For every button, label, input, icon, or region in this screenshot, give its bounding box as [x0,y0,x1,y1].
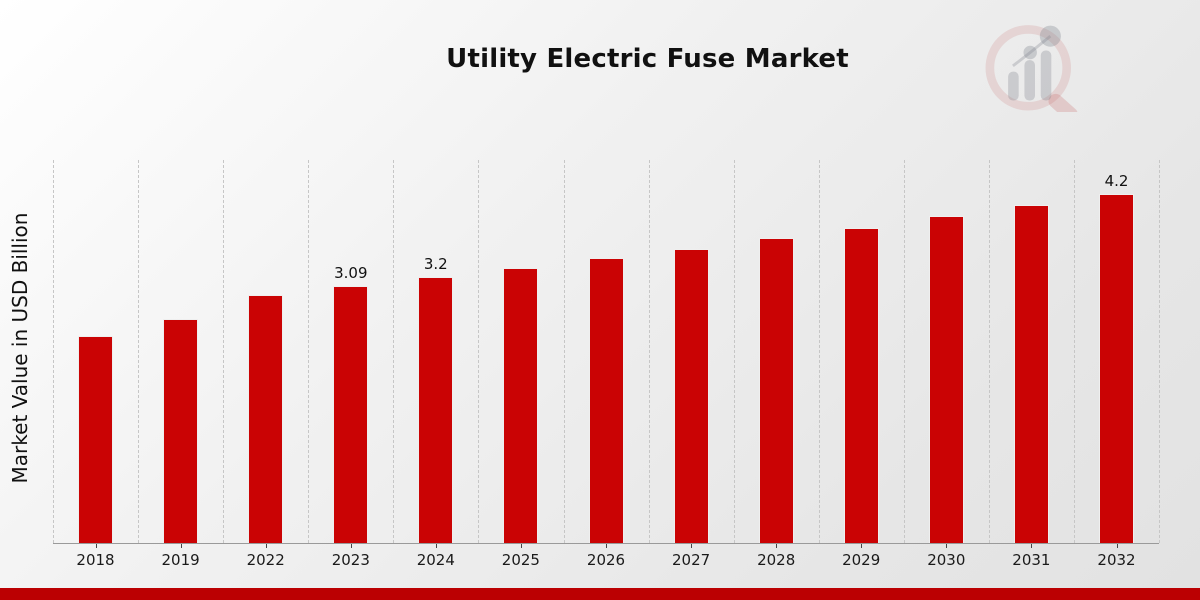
x-axis-tick [691,544,693,548]
x-axis-tick [95,544,97,548]
x-axis-tick [946,544,948,548]
bar [333,286,369,543]
x-axis-tick-label: 2025 [501,551,540,569]
gridline [393,160,395,543]
bar [1013,204,1049,543]
gridline [1073,160,1075,543]
gridline [733,160,735,543]
gridline [988,160,990,543]
x-axis-tick [606,544,607,548]
x-axis-tick-label: 2022 [246,551,285,569]
x-axis-tick [861,544,863,548]
bar [1099,194,1134,543]
magnifier-bar-chart-logo-icon [985,25,1078,112]
gridline [903,160,905,543]
x-axis-tick [265,544,267,548]
x-axis-tick-label: 2019 [161,551,200,569]
gridline [138,160,140,543]
gridline [563,160,565,543]
chart-title: Utility Electric Fuse Market [446,44,849,74]
bar [928,215,964,543]
x-axis-tick-label: 2029 [842,551,881,569]
bar [503,268,539,543]
gridline [308,160,310,543]
bar [418,277,454,543]
gridline [223,160,225,543]
bar [588,258,624,543]
x-axis-tick-label: 2030 [927,551,966,569]
bar-value-label: 3.09 [334,264,368,283]
gridline [478,160,480,543]
gridline [648,160,650,543]
x-axis-tick-label: 2028 [757,551,796,569]
y-axis-label: Market Value in USD Billion [8,212,32,484]
x-axis-tick [350,544,352,548]
bar [758,238,794,543]
bar [673,248,709,543]
bar-value-label: 3.2 [423,255,448,274]
bar [78,336,113,543]
x-axis-tick [520,544,522,548]
x-axis-tick-label: 2024 [416,551,455,569]
x-axis-tick-label: 2032 [1097,551,1136,569]
x-axis-tick-label: 2026 [586,551,626,569]
x-axis-tick-label: 2031 [1012,551,1051,569]
x-axis-tick [1031,544,1033,548]
x-axis-tick [1116,544,1118,548]
bar [163,318,199,543]
x-axis-tick-label: 2018 [76,551,115,569]
gridline [53,160,54,543]
plot-area: 2018 2019 2022 3.09 2023 3.2 2024 2025 2026 2027 2… [53,160,1160,569]
bar [843,228,879,543]
x-axis-tick [776,544,778,548]
x-axis-tick-label: 2023 [331,551,370,569]
footer-accent-band [0,588,1200,600]
bar-value-label: 4.2 [1104,172,1129,191]
bar [248,294,284,543]
x-axis-tick [435,544,437,548]
x-axis-tick-label: 2027 [672,551,711,569]
x-axis-tick [180,544,182,548]
gridline [1159,160,1160,543]
gridline [818,160,820,543]
